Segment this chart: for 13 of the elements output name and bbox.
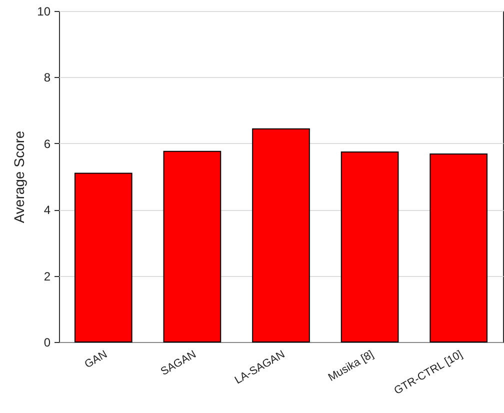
bar <box>252 128 310 342</box>
bar <box>163 150 222 342</box>
bar <box>74 172 132 342</box>
bar <box>430 153 488 342</box>
bar <box>340 152 399 342</box>
y-tick-label: 0 <box>44 336 51 350</box>
y-tick-label: 2 <box>44 269 51 284</box>
y-tick-label: 10 <box>37 4 51 18</box>
y-axis-title: Average Score <box>11 130 28 224</box>
y-tick-label: 4 <box>44 203 51 218</box>
y-tick-label: 6 <box>44 136 51 151</box>
y-tick-label: 8 <box>44 70 51 85</box>
x-tick-label: GAN <box>82 348 110 371</box>
